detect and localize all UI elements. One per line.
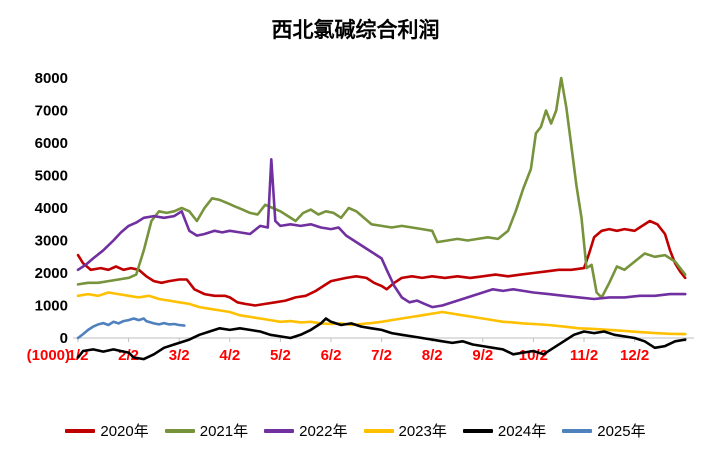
x-tick-label: 2/2 bbox=[118, 347, 139, 364]
legend-item-2023年[interactable]: 2023年 bbox=[363, 420, 447, 441]
chart-title: 西北氯碱综合利润 bbox=[271, 19, 440, 42]
legend-item-2020年[interactable]: 2020年 bbox=[65, 420, 149, 441]
x-tick-label: 12/2 bbox=[620, 347, 649, 364]
series-line-2020年 bbox=[76, 219, 687, 307]
x-tick-label: 6/2 bbox=[321, 347, 342, 364]
series-line-2022年 bbox=[76, 158, 687, 309]
x-tick-label: 7/2 bbox=[371, 347, 392, 364]
line-chart: 8000 7000 6000 5000 4000 3000 2000 1000 0(1000) 1… bbox=[27, 70, 694, 364]
series-line-2021年 bbox=[76, 76, 687, 299]
y-tick-label: 5000 bbox=[35, 168, 68, 185]
x-tick-label: 8/2 bbox=[422, 347, 443, 364]
x-tick-label: 9/2 bbox=[472, 347, 493, 364]
y-tick-label: 4000 bbox=[35, 200, 68, 217]
y-tick-label: 7000 bbox=[35, 103, 68, 120]
legend-label: 2024年 bbox=[497, 423, 547, 440]
legend-swatch-icon bbox=[363, 428, 394, 433]
legend-swatch-icon bbox=[164, 428, 195, 433]
legend-item-2021年[interactable]: 2021年 bbox=[164, 420, 249, 441]
legend-swatch-icon bbox=[462, 428, 493, 433]
legend-item-2022年[interactable]: 2022年 bbox=[264, 420, 348, 441]
legend-swatch-icon bbox=[264, 428, 295, 433]
series-line-2024年 bbox=[76, 317, 687, 361]
legend-label: 2025年 bbox=[597, 423, 646, 440]
legend-swatch-icon bbox=[562, 428, 593, 433]
y-negative-tick-label: (1000) bbox=[27, 347, 70, 364]
x-tick-label: 4/2 bbox=[219, 347, 240, 364]
y-tick-label: 0 bbox=[60, 330, 68, 347]
x-tick-label: 11/2 bbox=[570, 347, 598, 364]
y-tick-label: 8000 bbox=[35, 70, 68, 87]
legend-swatch-icon bbox=[65, 428, 96, 433]
y-tick-label: 3000 bbox=[35, 233, 68, 250]
legend-item-2024年[interactable]: 2024年 bbox=[462, 420, 547, 441]
legend-label: 2021年 bbox=[199, 423, 249, 440]
legend-label: 2023年 bbox=[398, 423, 447, 440]
y-tick-label: 1000 bbox=[35, 298, 68, 315]
legend-item-2025年[interactable]: 2025年 bbox=[562, 420, 646, 441]
x-tick-label: 5/2 bbox=[270, 347, 291, 364]
chart-legend: 2020年 2021年 2022年 2023年 2024年 2025年 bbox=[0, 420, 711, 441]
legend-label: 2022年 bbox=[299, 423, 348, 440]
series-line-2025年 bbox=[76, 317, 186, 340]
x-tick-label: 3/2 bbox=[169, 347, 190, 364]
y-tick-label: 2000 bbox=[35, 265, 68, 282]
legend-label: 2020年 bbox=[100, 423, 149, 440]
y-tick-label: 6000 bbox=[35, 135, 68, 152]
